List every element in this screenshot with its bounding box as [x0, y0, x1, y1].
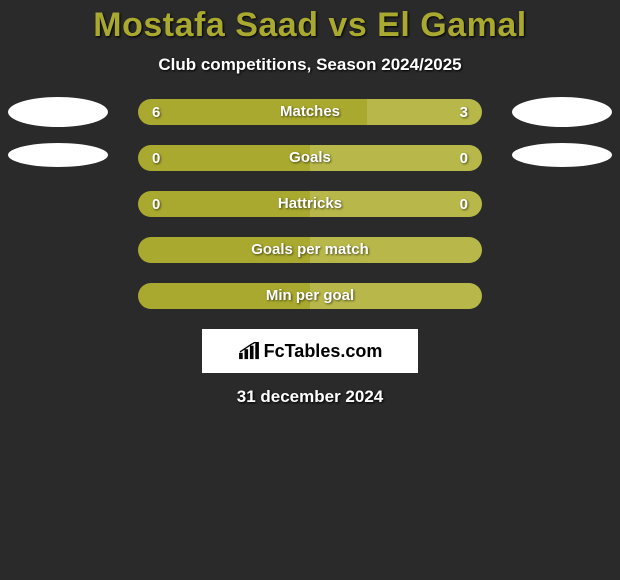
player-right-ellipse — [512, 143, 612, 167]
subtitle: Club competitions, Season 2024/2025 — [0, 55, 620, 75]
stat-row: Goals per match — [0, 237, 620, 263]
stat-bar: Goals per match — [138, 237, 482, 263]
stat-left-value: 0 — [152, 150, 160, 167]
stats-area: 63Matches00Goals00HattricksGoals per mat… — [0, 99, 620, 309]
stat-left-value: 6 — [152, 104, 160, 121]
stat-bar-left — [138, 237, 310, 263]
stat-right-value: 0 — [460, 196, 468, 213]
logo-text: FcTables.com — [264, 341, 383, 362]
stat-row: 63Matches — [0, 99, 620, 125]
stat-left-value: 0 — [152, 196, 160, 213]
stat-bar-right: 3 — [367, 99, 482, 125]
stat-bar-right — [310, 283, 482, 309]
stat-bar-left — [138, 283, 310, 309]
stat-right-value: 3 — [460, 104, 468, 121]
stat-row: Min per goal — [0, 283, 620, 309]
stat-bar: 63Matches — [138, 99, 482, 125]
stat-bar-left: 0 — [138, 145, 310, 171]
stat-row: 00Hattricks — [0, 191, 620, 217]
date-text: 31 december 2024 — [0, 387, 620, 407]
player-right-ellipse — [512, 97, 612, 127]
logo-box: FcTables.com — [202, 329, 418, 373]
stat-bar: 00Hattricks — [138, 191, 482, 217]
stat-bar-right: 0 — [310, 145, 482, 171]
page-title: Mostafa Saad vs El Gamal — [0, 6, 620, 45]
stat-right-value: 0 — [460, 150, 468, 167]
stat-row: 00Goals — [0, 145, 620, 171]
stat-bar: 00Goals — [138, 145, 482, 171]
stat-bar-right — [310, 237, 482, 263]
stat-bar-left: 6 — [138, 99, 367, 125]
stat-bar-left: 0 — [138, 191, 310, 217]
bar-chart-icon — [238, 342, 260, 360]
stat-bar-right: 0 — [310, 191, 482, 217]
player-left-ellipse — [8, 97, 108, 127]
player-left-ellipse — [8, 143, 108, 167]
comparison-infographic: Mostafa Saad vs El Gamal Club competitio… — [0, 0, 620, 580]
stat-bar: Min per goal — [138, 283, 482, 309]
